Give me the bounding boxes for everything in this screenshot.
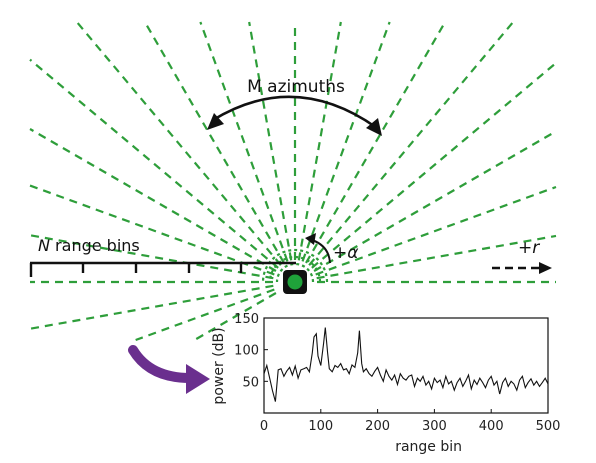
y-ticks: 50 100 150 — [234, 312, 268, 390]
azimuth-lines — [29, 21, 557, 342]
alpha-label: +α — [333, 243, 358, 263]
azimuth-line — [313, 130, 557, 272]
range-direction-arrow — [492, 262, 552, 274]
plot-frame — [263, 317, 549, 414]
curved-arrow-icon — [128, 345, 210, 394]
range-bins-text: range bins — [50, 236, 140, 255]
azimuth-line — [29, 128, 277, 272]
range-bins-ruler — [29, 261, 296, 277]
inner-arc — [261, 248, 329, 283]
azimuth-line — [29, 184, 275, 276]
azimuth-line — [315, 185, 557, 276]
y-tick-label: 100 — [234, 344, 259, 359]
azimuth-line — [135, 288, 275, 342]
y-tick-label: 50 — [242, 375, 259, 390]
x-tick-label: 200 — [365, 419, 390, 434]
azimuth-line — [75, 21, 282, 266]
azimuth-line — [193, 292, 277, 341]
azimuths-arc — [207, 95, 382, 136]
x-tick-label: 300 — [422, 419, 447, 434]
azimuths-label: M azimuths — [247, 77, 345, 97]
azimuth-line — [305, 21, 447, 264]
x-tick-label: 400 — [479, 419, 504, 434]
azimuth-line — [143, 21, 285, 264]
y-tick-label: 150 — [234, 312, 259, 327]
x-ticks: 0 100 200 300 400 500 — [260, 409, 561, 434]
azimuth-line — [29, 58, 279, 269]
azimuth-line — [316, 234, 557, 280]
x-tick-label: 100 — [308, 419, 333, 434]
azimuth-line — [199, 21, 289, 262]
azimuth-line — [311, 62, 557, 269]
x-axis-label: range bin — [395, 439, 462, 455]
x-tick-label: 500 — [536, 419, 561, 434]
inner-azimuth-arcs — [261, 248, 329, 283]
range-bins-var: N — [38, 236, 50, 255]
azimuth-line — [308, 21, 515, 266]
alpha-arrow — [305, 233, 331, 264]
y-axis-label: power (dB) — [211, 327, 227, 404]
azimuth-line — [297, 21, 342, 261]
inner-arc — [268, 255, 322, 283]
power-chart: 50 100 150 0 100 200 300 400 500 range bin powe… — [211, 312, 560, 455]
azimuth-line — [248, 21, 293, 261]
power-series-line — [263, 327, 549, 402]
x-tick-label: 0 — [260, 419, 268, 434]
azimuth-line — [301, 21, 391, 262]
radar-square-icon — [283, 270, 307, 294]
range-direction-label: +r — [518, 238, 540, 258]
range-bins-label: N range bins — [38, 236, 140, 255]
inner-arc — [275, 262, 315, 283]
